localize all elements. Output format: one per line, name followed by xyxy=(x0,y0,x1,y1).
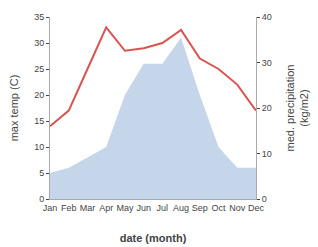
svg-text:20: 20 xyxy=(34,90,44,100)
svg-text:May: May xyxy=(116,203,134,213)
svg-text:40: 40 xyxy=(262,12,272,22)
svg-text:25: 25 xyxy=(34,64,44,74)
svg-text:Dec: Dec xyxy=(248,203,265,213)
svg-text:0: 0 xyxy=(39,194,44,204)
svg-text:Oct: Oct xyxy=(212,203,227,213)
svg-text:5: 5 xyxy=(39,168,44,178)
svg-text:Nov: Nov xyxy=(229,203,246,213)
svg-text:Jul: Jul xyxy=(157,203,169,213)
svg-text:Sep: Sep xyxy=(192,203,208,213)
svg-text:med. precipitation(kg/m2): med. precipitation(kg/m2) xyxy=(284,65,310,152)
svg-text:Aug: Aug xyxy=(173,203,189,213)
svg-text:10: 10 xyxy=(262,149,272,159)
svg-text:30: 30 xyxy=(34,38,44,48)
svg-text:10: 10 xyxy=(34,142,44,152)
svg-text:Jan: Jan xyxy=(43,203,58,213)
svg-text:Jun: Jun xyxy=(136,203,151,213)
svg-text:Apr: Apr xyxy=(99,203,113,213)
svg-text:max temp (C): max temp (C) xyxy=(8,75,20,142)
svg-text:Feb: Feb xyxy=(61,203,77,213)
svg-text:15: 15 xyxy=(34,116,44,126)
svg-text:20: 20 xyxy=(262,103,272,113)
svg-text:30: 30 xyxy=(262,58,272,68)
svg-text:0: 0 xyxy=(262,194,267,204)
svg-text:Mar: Mar xyxy=(80,203,96,213)
svg-text:35: 35 xyxy=(34,12,44,22)
svg-text:date (month): date (month) xyxy=(120,232,187,244)
